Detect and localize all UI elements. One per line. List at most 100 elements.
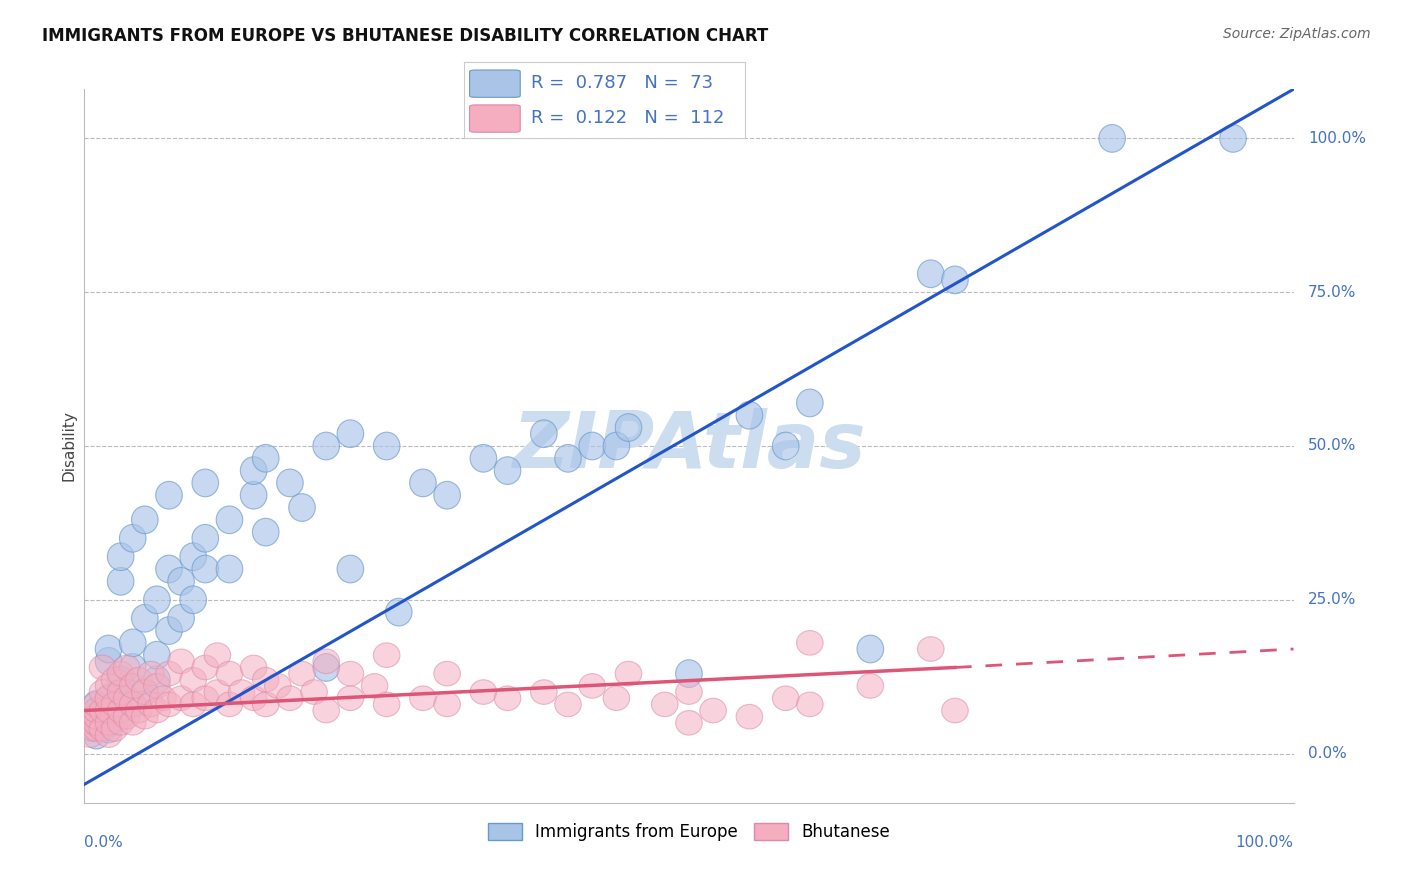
- Ellipse shape: [204, 680, 231, 705]
- Ellipse shape: [1099, 125, 1125, 153]
- Text: 100.0%: 100.0%: [1308, 131, 1367, 146]
- Ellipse shape: [120, 629, 146, 657]
- Ellipse shape: [337, 686, 364, 711]
- Ellipse shape: [470, 444, 496, 472]
- Ellipse shape: [107, 567, 134, 595]
- Ellipse shape: [361, 673, 388, 698]
- Ellipse shape: [217, 555, 243, 582]
- Ellipse shape: [470, 680, 496, 705]
- Ellipse shape: [132, 605, 157, 632]
- Ellipse shape: [337, 661, 364, 686]
- Ellipse shape: [797, 631, 823, 655]
- Ellipse shape: [603, 686, 630, 711]
- Ellipse shape: [579, 673, 606, 698]
- Ellipse shape: [132, 678, 157, 706]
- Ellipse shape: [180, 586, 207, 614]
- Text: 100.0%: 100.0%: [1236, 835, 1294, 850]
- Ellipse shape: [167, 649, 194, 673]
- Ellipse shape: [149, 686, 176, 711]
- Ellipse shape: [83, 692, 110, 716]
- Ellipse shape: [114, 655, 141, 680]
- FancyBboxPatch shape: [470, 70, 520, 97]
- Ellipse shape: [101, 667, 128, 692]
- Ellipse shape: [193, 686, 218, 711]
- Ellipse shape: [96, 711, 122, 735]
- Ellipse shape: [314, 698, 339, 723]
- Ellipse shape: [96, 698, 122, 723]
- Ellipse shape: [83, 709, 110, 737]
- Ellipse shape: [107, 680, 134, 705]
- Ellipse shape: [277, 686, 304, 711]
- Ellipse shape: [385, 599, 412, 626]
- Ellipse shape: [167, 605, 194, 632]
- Ellipse shape: [651, 692, 678, 716]
- Ellipse shape: [374, 692, 399, 716]
- FancyBboxPatch shape: [470, 105, 520, 132]
- Ellipse shape: [83, 705, 110, 729]
- Ellipse shape: [96, 684, 122, 712]
- Ellipse shape: [143, 586, 170, 614]
- Ellipse shape: [156, 482, 183, 509]
- Ellipse shape: [374, 643, 399, 667]
- Ellipse shape: [107, 703, 134, 731]
- Ellipse shape: [156, 692, 183, 716]
- Ellipse shape: [107, 698, 134, 723]
- Ellipse shape: [96, 709, 122, 737]
- Ellipse shape: [616, 414, 641, 442]
- Ellipse shape: [125, 667, 152, 692]
- Ellipse shape: [180, 692, 207, 716]
- Ellipse shape: [156, 616, 183, 644]
- Ellipse shape: [83, 698, 110, 723]
- Ellipse shape: [107, 678, 134, 706]
- Ellipse shape: [253, 667, 278, 692]
- Ellipse shape: [555, 692, 581, 716]
- Ellipse shape: [193, 655, 218, 680]
- Ellipse shape: [228, 680, 254, 705]
- Y-axis label: Disability: Disability: [60, 410, 76, 482]
- Ellipse shape: [101, 692, 128, 716]
- Ellipse shape: [193, 469, 218, 497]
- Text: R =  0.122   N =  112: R = 0.122 N = 112: [531, 109, 725, 127]
- Ellipse shape: [264, 673, 291, 698]
- Ellipse shape: [83, 690, 110, 718]
- Text: 75.0%: 75.0%: [1308, 285, 1357, 300]
- Ellipse shape: [603, 432, 630, 460]
- Ellipse shape: [942, 698, 969, 723]
- Ellipse shape: [125, 698, 152, 723]
- Ellipse shape: [434, 482, 460, 509]
- Ellipse shape: [253, 518, 278, 546]
- Ellipse shape: [434, 661, 460, 686]
- Ellipse shape: [114, 705, 141, 729]
- Ellipse shape: [676, 711, 702, 735]
- Ellipse shape: [918, 260, 943, 287]
- Ellipse shape: [96, 673, 122, 698]
- Ellipse shape: [314, 649, 339, 673]
- Ellipse shape: [409, 686, 436, 711]
- Ellipse shape: [101, 716, 128, 741]
- Ellipse shape: [772, 432, 799, 460]
- Ellipse shape: [83, 697, 110, 724]
- Ellipse shape: [143, 698, 170, 723]
- Ellipse shape: [193, 555, 218, 582]
- Text: R =  0.787   N =  73: R = 0.787 N = 73: [531, 74, 714, 92]
- Text: 0.0%: 0.0%: [1308, 746, 1347, 761]
- Ellipse shape: [217, 661, 243, 686]
- Text: 0.0%: 0.0%: [84, 835, 124, 850]
- Ellipse shape: [120, 654, 146, 681]
- Ellipse shape: [858, 673, 883, 698]
- Ellipse shape: [89, 716, 115, 741]
- Ellipse shape: [107, 666, 134, 694]
- Ellipse shape: [217, 692, 243, 716]
- Ellipse shape: [82, 705, 108, 729]
- Ellipse shape: [120, 692, 146, 716]
- Ellipse shape: [253, 444, 278, 472]
- Ellipse shape: [918, 637, 943, 661]
- Ellipse shape: [337, 555, 364, 582]
- Text: Source: ZipAtlas.com: Source: ZipAtlas.com: [1223, 27, 1371, 41]
- Ellipse shape: [96, 715, 122, 743]
- Ellipse shape: [1220, 125, 1246, 153]
- Ellipse shape: [120, 711, 146, 735]
- Ellipse shape: [530, 420, 557, 448]
- Ellipse shape: [80, 711, 107, 735]
- Ellipse shape: [138, 692, 165, 716]
